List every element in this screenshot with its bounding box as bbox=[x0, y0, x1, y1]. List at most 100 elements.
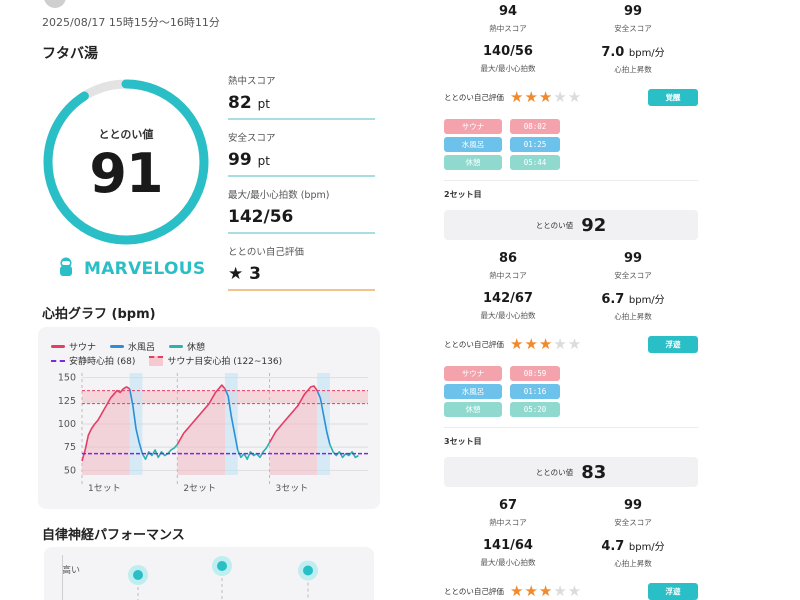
y-tick-label: 75 bbox=[64, 442, 76, 453]
heart-rate-stat: 最大/最小心拍数 (bpm) 142/56 bbox=[228, 187, 375, 234]
set2-hr-label: 最大/最小心拍数 bbox=[480, 311, 536, 320]
heat-score-stat: 熱中スコア 82 pt bbox=[228, 73, 375, 120]
autonomic-point bbox=[133, 570, 143, 580]
autonomic-card: 高い bbox=[44, 547, 374, 600]
autonomic-point bbox=[217, 561, 227, 571]
set2-title: 2セット目 bbox=[444, 190, 482, 199]
autonomic-point bbox=[303, 565, 313, 576]
set1-sauna-label-pill: サウナ bbox=[444, 119, 502, 134]
state-badge[interactable]: 浮遊 bbox=[648, 335, 698, 353]
set3-hr-label: 最大/最小心拍数 bbox=[480, 558, 536, 567]
totonoi-value: 91 bbox=[89, 142, 163, 205]
set3-title: 3セット目 bbox=[444, 437, 482, 446]
autonomic-title: 自律神経パフォーマンス bbox=[42, 528, 185, 543]
series-line bbox=[224, 388, 239, 451]
safety-score-stat: 安全スコア 99 pt bbox=[228, 130, 375, 177]
stat-label: 熱中スコア bbox=[228, 76, 276, 87]
sauna-area bbox=[82, 386, 130, 475]
series-line bbox=[81, 386, 131, 462]
state-badge[interactable]: 浮遊 bbox=[648, 582, 698, 600]
sauna-area bbox=[269, 385, 318, 475]
set2-sauna-label-pill: サウナ bbox=[444, 366, 502, 381]
set1-safety-score: 99 bbox=[623, 4, 643, 19]
set1-sauna-time-pill: 08:02 bbox=[510, 119, 560, 134]
self-eval-label: ととのい自己評価 bbox=[444, 586, 504, 596]
set1-hr: 140/56 最大/最小心拍数 bbox=[443, 44, 573, 74]
self-eval-label: ととのい自己評価 bbox=[444, 92, 504, 102]
set-label: 2セット bbox=[183, 483, 216, 494]
autonomic-y-label: 高い bbox=[62, 566, 81, 576]
set2-heat-score: 86 bbox=[498, 251, 518, 266]
header-avatar-partial bbox=[44, 0, 66, 8]
set1-self-eval: ととのい自己評価 ★★★★★ 覚醒 bbox=[444, 88, 698, 106]
set1-rise-label: 心拍上昇数 bbox=[614, 65, 652, 74]
stat-underline bbox=[228, 232, 375, 234]
set3-totonoi-label: ととのい値 bbox=[535, 467, 574, 477]
set3-totonoi-box: ととのい値 83 bbox=[444, 457, 698, 487]
set1-heat-score: 94 bbox=[498, 4, 518, 19]
set2-hr-value: 142/67 bbox=[483, 291, 533, 306]
set2-totonoi-value: 92 bbox=[581, 214, 607, 236]
legend-resting-hr: 安静時心拍 (68) bbox=[51, 354, 135, 367]
set2-heat-label: 熱中スコア bbox=[489, 271, 527, 280]
set1-water-time-pill: 01:25 bbox=[510, 137, 560, 152]
set1-heat-label: 熱中スコア bbox=[489, 24, 527, 33]
set-divider bbox=[444, 427, 698, 428]
stat-underline bbox=[228, 118, 375, 120]
sauna-area bbox=[177, 385, 225, 475]
water-highlight bbox=[225, 373, 238, 475]
set3-safety-label: 安全スコア bbox=[614, 518, 652, 527]
series-line bbox=[329, 444, 359, 459]
set2-totonoi-label: ととのい値 bbox=[535, 220, 574, 230]
set3-safety: 99 安全スコア bbox=[568, 498, 698, 528]
set-divider bbox=[444, 180, 698, 181]
series-line bbox=[236, 442, 271, 461]
ring-progress bbox=[43, 79, 209, 245]
set2-rest-time-pill: 05:20 bbox=[510, 402, 560, 417]
set3-self-eval: ととのい自己評価 ★★★★★ 浮遊 bbox=[444, 582, 698, 600]
water-highlight bbox=[317, 373, 330, 475]
legend-target-band: サウナ目安心拍 (122~136) bbox=[149, 354, 282, 367]
place-name: フタバ湯 bbox=[42, 46, 98, 62]
set1-water-label-pill: 水風呂 bbox=[444, 137, 502, 152]
set1-hr-label: 最大/最小心拍数 bbox=[480, 64, 536, 73]
stat-label: 安全スコア bbox=[228, 133, 276, 144]
set2-water-time-pill: 01:16 bbox=[510, 384, 560, 399]
heart-rate-chart: 150 125 100 75 50 1セット 2セット 3セット bbox=[58, 373, 368, 494]
stat-label: ととのい自己評価 bbox=[228, 247, 304, 258]
set2-rest-label-pill: 休憩 bbox=[444, 402, 502, 417]
set3-hr: 141/64 最大/最小心拍数 bbox=[443, 538, 573, 568]
onsen-mascot-icon bbox=[56, 256, 76, 282]
series-line bbox=[316, 390, 331, 445]
set2-rise: 6.7 bpm/分 心拍上昇数 bbox=[568, 291, 698, 322]
set2-heat: 86 熱中スコア bbox=[443, 251, 573, 281]
stat-value: 99 pt bbox=[228, 150, 270, 170]
state-badge[interactable]: 覚醒 bbox=[648, 88, 698, 106]
session-datetime: 2025/08/17 15時15分～16時11分 bbox=[42, 16, 220, 29]
set2-safety-score: 99 bbox=[623, 251, 643, 266]
stat-value: ★ 3 bbox=[228, 264, 262, 284]
star-icon: ★ bbox=[228, 264, 244, 284]
set1-rise: 7.0 bpm/分 心拍上昇数 bbox=[568, 44, 698, 75]
set1-rest-label-pill: 休憩 bbox=[444, 155, 502, 170]
set-label: 1セット bbox=[88, 483, 121, 494]
stat-value: 142/56 bbox=[228, 207, 294, 227]
set3-rise-label: 心拍上昇数 bbox=[614, 559, 652, 568]
series-line bbox=[128, 388, 144, 454]
set2-water-label-pill: 水風呂 bbox=[444, 384, 502, 399]
set3-heat: 67 熱中スコア bbox=[443, 498, 573, 528]
y-tick-label: 125 bbox=[58, 396, 76, 407]
set3-safety-score: 99 bbox=[623, 498, 643, 513]
ring-svg bbox=[43, 79, 209, 245]
level-badge: MARVELOUS bbox=[56, 256, 205, 282]
set3-rise-value: 4.7 bpm/分 bbox=[601, 539, 665, 554]
set3-totonoi-value: 83 bbox=[581, 461, 607, 483]
star-rating: ★★★★★ bbox=[510, 582, 583, 600]
stat-underline bbox=[228, 175, 375, 177]
set1-safety-label: 安全スコア bbox=[614, 24, 652, 33]
set1-heat: 94 熱中スコア bbox=[443, 4, 573, 34]
totonoi-ring bbox=[40, 76, 212, 248]
y-tick-label: 150 bbox=[58, 373, 76, 384]
set2-totonoi-box: ととのい値 92 bbox=[444, 210, 698, 240]
series-line bbox=[268, 385, 318, 443]
